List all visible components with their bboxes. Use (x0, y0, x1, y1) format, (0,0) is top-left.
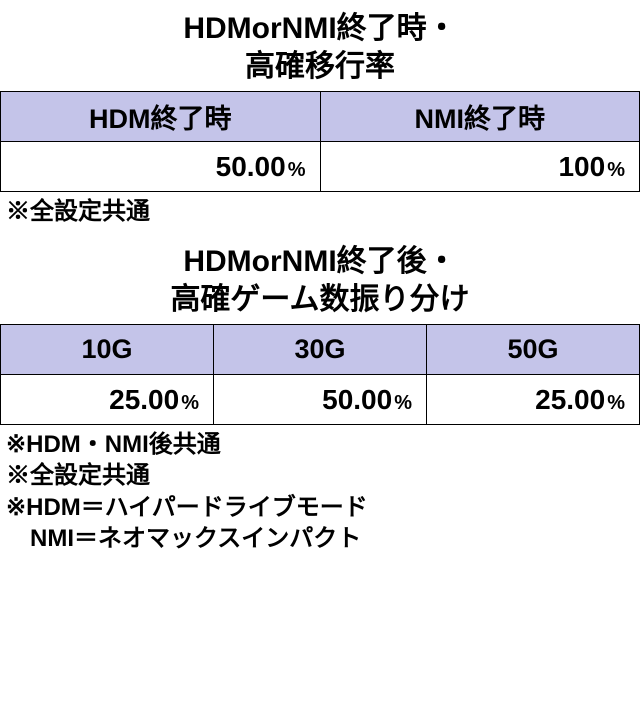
table1-pct-0: % (288, 159, 306, 181)
table2-pct-1: % (394, 392, 412, 414)
table2-cell-2: 25.00% (427, 375, 640, 425)
table2-title-line2: 高確ゲーム数振り分け (170, 283, 469, 316)
table2-pct-0: % (181, 392, 199, 414)
table1-title-line1: HDMorNMI終了時・ (183, 12, 456, 45)
table2-title: HDMorNMI終了後・ 高確ゲーム数振り分け (0, 229, 640, 324)
table2-note-3: NMI＝ネオマックスインパクト (6, 523, 634, 554)
table2-data-row: 25.00% 50.00% 25.00% (1, 375, 640, 425)
table1-data-row: 50.00% 100% (1, 142, 640, 192)
table1-header-0: HDM終了時 (1, 92, 321, 142)
table1-value-0: 50.00 (216, 151, 286, 182)
table2-pct-2: % (607, 392, 625, 414)
table2-cell-1: 50.00% (214, 375, 427, 425)
table2-title-line1: HDMorNMI終了後・ (183, 245, 456, 278)
table2-value-1: 50.00 (322, 384, 392, 415)
table2-value-0: 25.00 (109, 384, 179, 415)
table2-note-1: ※全設定共通 (6, 460, 634, 491)
table1-header-row: HDM終了時 NMI終了時 (1, 92, 640, 142)
table1-title: HDMorNMI終了時・ 高確移行率 (0, 0, 640, 91)
table1-cell-0: 50.00% (1, 142, 321, 192)
table2-notes: ※HDM・NMI後共通 ※全設定共通 ※HDM＝ハイパードライブモード NMI＝… (0, 425, 640, 556)
page-container: HDMorNMI終了時・ 高確移行率 HDM終了時 NMI終了時 50.00% … (0, 0, 640, 556)
table2-note-2: ※HDM＝ハイパードライブモード (6, 492, 634, 523)
table2-header-1: 30G (214, 325, 427, 375)
table2-header-2: 50G (427, 325, 640, 375)
table2-value-2: 25.00 (535, 384, 605, 415)
table2: 10G 30G 50G 25.00% 50.00% 25.00% (0, 324, 640, 425)
table2-cell-0: 25.00% (1, 375, 214, 425)
table2-header-0: 10G (1, 325, 214, 375)
table1-note-0: ※全設定共通 (6, 196, 634, 227)
table1: HDM終了時 NMI終了時 50.00% 100% (0, 91, 640, 192)
table2-note-0: ※HDM・NMI後共通 (6, 429, 634, 460)
table1-value-1: 100 (558, 151, 605, 182)
table1-notes: ※全設定共通 (0, 192, 640, 229)
table1-title-line2: 高確移行率 (245, 50, 395, 83)
table2-header-row: 10G 30G 50G (1, 325, 640, 375)
table1-pct-1: % (607, 159, 625, 181)
table1-header-1: NMI終了時 (320, 92, 640, 142)
table1-cell-1: 100% (320, 142, 640, 192)
